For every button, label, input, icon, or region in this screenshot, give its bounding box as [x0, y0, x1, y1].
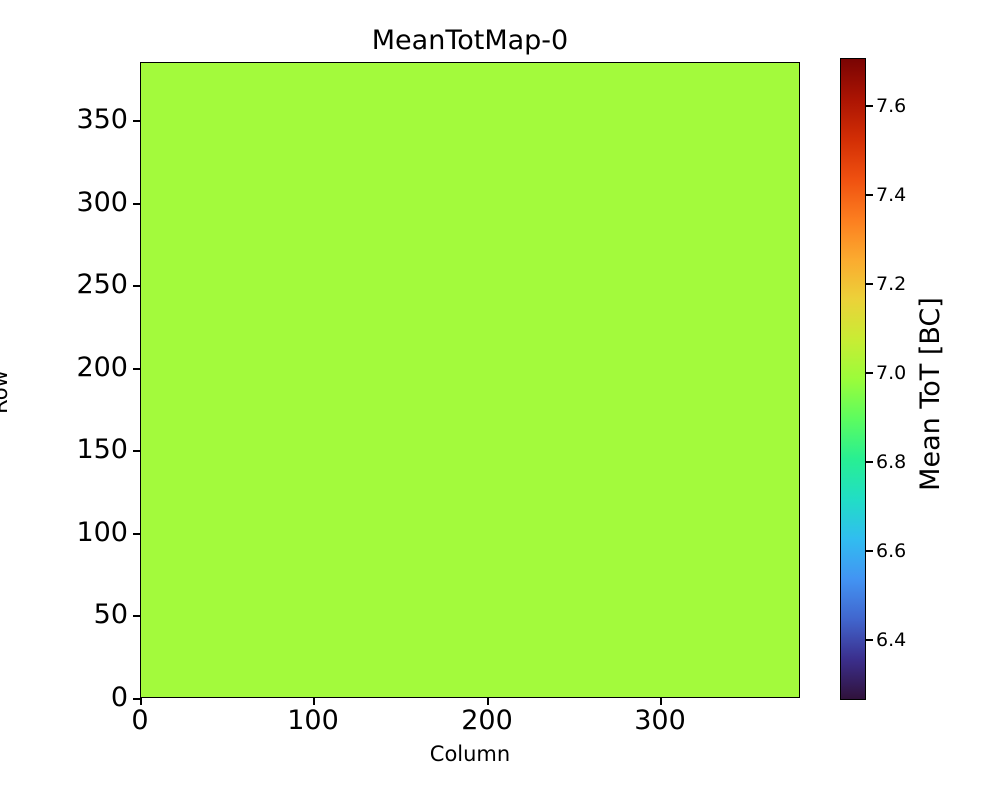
- ytick-mark: [133, 698, 140, 700]
- heatmap-axes[interactable]: [140, 62, 800, 698]
- colorbar-tick-mark: [866, 550, 873, 552]
- xtick-mark: [660, 698, 662, 705]
- xtick-label: 300: [634, 705, 686, 736]
- colorbar-tick-mark: [866, 372, 873, 374]
- xtick-mark: [487, 698, 489, 705]
- ytick-label: 100: [76, 517, 128, 548]
- colorbar-gradient: [841, 59, 865, 699]
- xtick-mark: [313, 698, 315, 705]
- colorbar-tick-mark: [866, 283, 873, 285]
- colorbar[interactable]: [840, 58, 866, 700]
- x-axis-label: Column: [429, 742, 511, 766]
- colorbar-tick-label: 7.0: [876, 362, 907, 384]
- y-axis-label: Row: [0, 370, 12, 414]
- xtick-label: 0: [131, 705, 149, 736]
- ytick-label: 200: [76, 352, 128, 383]
- colorbar-label: Mean ToT [BC]: [915, 297, 946, 491]
- colorbar-tick-label: 6.4: [876, 629, 907, 651]
- xtick-label: 100: [287, 705, 339, 736]
- ytick-label: 350: [76, 104, 128, 135]
- colorbar-tick-label: 7.6: [876, 95, 907, 117]
- xtick-mark: [140, 698, 142, 705]
- ytick-mark: [133, 533, 140, 535]
- colorbar-tick-mark: [866, 105, 873, 107]
- ytick-mark: [133, 285, 140, 287]
- page-title: MeanTotMap-0: [371, 25, 569, 56]
- ytick-label: 150: [76, 434, 128, 465]
- ytick-label: 0: [110, 682, 128, 713]
- ytick-mark: [133, 368, 140, 370]
- ytick-mark: [133, 203, 140, 205]
- ytick-label: 300: [76, 187, 128, 218]
- colorbar-tick-mark: [866, 194, 873, 196]
- heatmap-image: [141, 63, 799, 697]
- colorbar-tick-label: 6.8: [876, 451, 907, 473]
- colorbar-tick-mark: [866, 461, 873, 463]
- xtick-label: 200: [461, 705, 513, 736]
- ytick-mark: [133, 615, 140, 617]
- colorbar-tick-label: 7.4: [876, 184, 907, 206]
- colorbar-tick-label: 7.2: [876, 273, 907, 295]
- colorbar-tick-label: 6.6: [876, 540, 907, 562]
- ytick-mark: [133, 450, 140, 452]
- ytick-mark: [133, 120, 140, 122]
- colorbar-tick-mark: [866, 639, 873, 641]
- ytick-label: 50: [93, 599, 128, 630]
- ytick-label: 250: [76, 269, 128, 300]
